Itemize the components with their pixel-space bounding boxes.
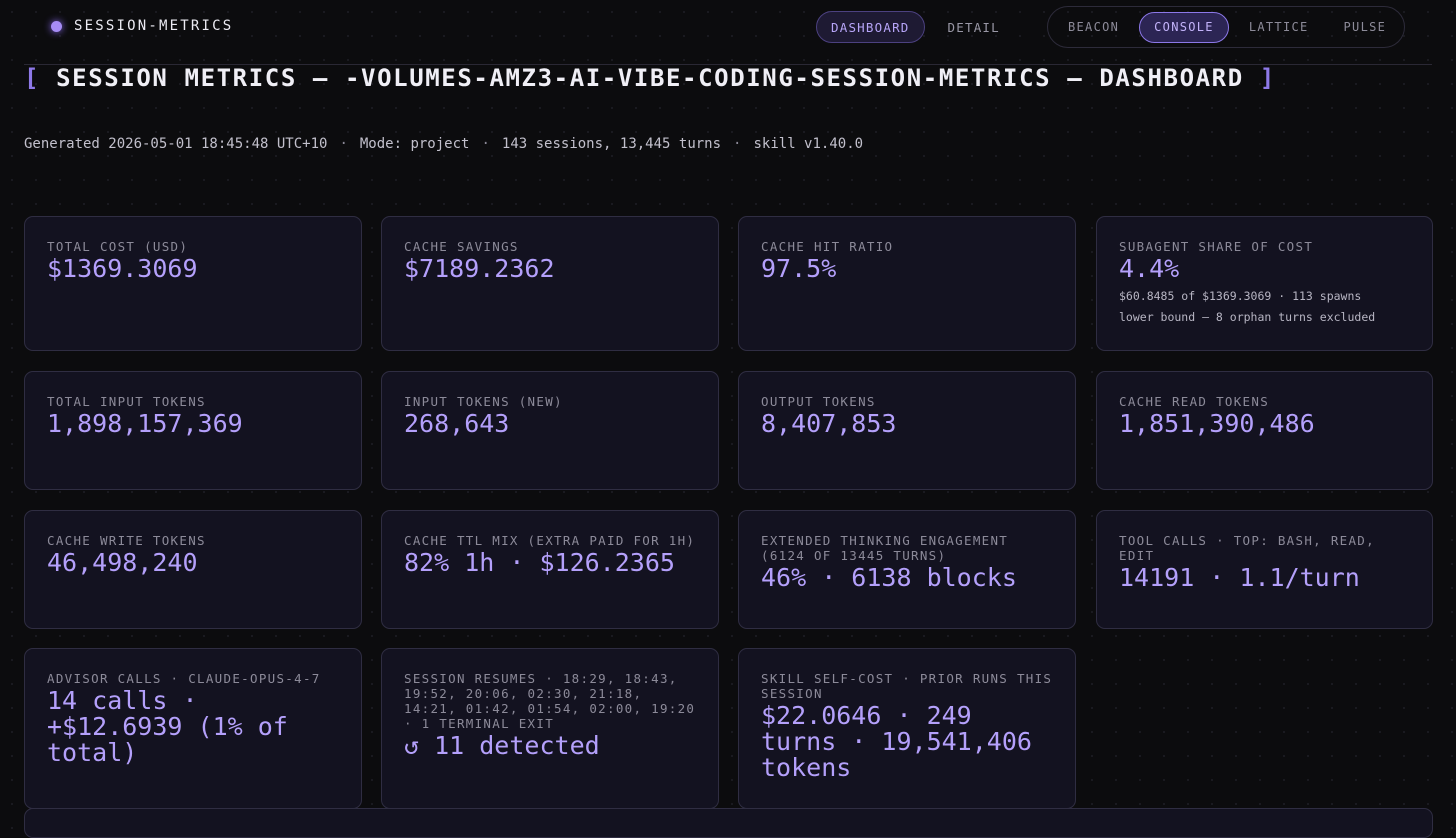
metric-label: SESSION RESUMES · 18:29, 18:43, 19:52, 2… <box>404 671 696 731</box>
theme-switcher: BEACON CONSOLE LATTICE PULSE <box>1047 6 1405 48</box>
metric-card-total-cost: TOTAL COST (USD) $1369.3069 <box>24 216 362 351</box>
metric-card-cache-savings: CACHE SAVINGS $7189.2362 <box>381 216 719 351</box>
metric-label: TOOL CALLS · TOP: BASH, READ, EDIT <box>1119 533 1375 563</box>
next-section-card <box>24 808 1433 838</box>
metric-label: TOTAL COST (USD) <box>47 239 189 254</box>
metric-value: $1369.3069 <box>47 254 198 283</box>
metric-card-output-tokens: OUTPUT TOKENS 8,407,853 <box>738 371 1076 490</box>
title-text: SESSION METRICS — -VOLUMES-AMZ3-AI-VIBE-… <box>56 64 1244 92</box>
meta-separator: · <box>733 136 742 152</box>
meta-counts: 143 sessions, 13,445 turns <box>501 136 722 152</box>
meta-separator: · <box>481 136 490 152</box>
metric-label: CACHE SAVINGS <box>404 239 519 254</box>
metric-label: CACHE READ TOKENS <box>1119 394 1270 409</box>
metric-label: OUTPUT TOKENS <box>761 394 876 409</box>
brand: SESSION-METRICS <box>51 18 233 34</box>
metric-label: TOTAL INPUT TOKENS <box>47 394 206 409</box>
brand-dot-icon <box>51 20 62 32</box>
metric-card-total-input-tokens: TOTAL INPUT TOKENS 1,898,157,369 <box>24 371 362 490</box>
metric-value: 8,407,853 <box>761 409 897 438</box>
metric-card-cache-read-tokens: CACHE READ TOKENS 1,851,390,486 <box>1096 371 1433 490</box>
title-open-bracket: [ <box>24 64 41 92</box>
metric-label: CACHE WRITE TOKENS <box>47 533 206 548</box>
metric-card-skill-self-cost: SKILL SELF-COST · PRIOR RUNS THIS SESSIO… <box>738 648 1076 809</box>
metric-card-tool-calls: TOOL CALLS · TOP: BASH, READ, EDIT 14191… <box>1096 510 1433 629</box>
top-bar: SESSION-METRICS DASHBOARD DETAIL BEACON … <box>0 0 1456 54</box>
meta-skill-version: skill v1.40.0 <box>753 136 864 152</box>
metric-value: 82% 1h · $126.2365 <box>404 548 675 577</box>
tab-dashboard[interactable]: DASHBOARD <box>816 11 925 43</box>
metric-card-session-resumes: SESSION RESUMES · 18:29, 18:43, 19:52, 2… <box>381 648 719 809</box>
theme-lattice-button[interactable]: LATTICE <box>1248 19 1309 34</box>
metric-value: 1,898,157,369 <box>47 409 243 438</box>
metric-label: CACHE HIT RATIO <box>761 239 894 254</box>
metric-value: 4.4% <box>1119 254 1180 283</box>
meta-generated: Generated 2026-05-01 18:45:48 UTC+10 <box>24 136 328 152</box>
metric-label: CACHE TTL MIX (EXTRA PAID FOR 1H) <box>404 533 696 548</box>
metric-card-extended-thinking: EXTENDED THINKING ENGAGEMENT (6124 OF 13… <box>738 510 1076 629</box>
metric-label: ADVISOR CALLS · CLAUDE-OPUS-4-7 <box>47 671 321 686</box>
view-tabs: DASHBOARD DETAIL <box>816 11 1015 43</box>
metric-card-cache-write-tokens: CACHE WRITE TOKENS 46,498,240 <box>24 510 362 629</box>
metric-value: ↺ 11 detected <box>404 731 600 760</box>
metric-value: $7189.2362 <box>404 254 555 283</box>
meta-separator: · <box>339 136 348 152</box>
metric-label: SKILL SELF-COST · PRIOR RUNS THIS SESSIO… <box>761 671 1053 701</box>
metric-value: 46% · 6138 blocks <box>761 563 1017 592</box>
metric-card-input-tokens-new: INPUT TOKENS (NEW) 268,643 <box>381 371 719 490</box>
tab-detail[interactable]: DETAIL <box>947 20 1000 35</box>
theme-console-button[interactable]: CONSOLE <box>1139 11 1229 43</box>
title-close-bracket: ] <box>1259 64 1276 92</box>
metric-value: 97.5% <box>761 254 837 283</box>
metric-value: 1,851,390,486 <box>1119 409 1315 438</box>
theme-beacon-button[interactable]: BEACON <box>1068 19 1120 34</box>
metric-card-subagent-share: SUBAGENT SHARE OF COST 4.4% $60.8485 of … <box>1096 216 1433 351</box>
metric-value: 46,498,240 <box>47 548 198 577</box>
metric-card-advisor-calls: ADVISOR CALLS · CLAUDE-OPUS-4-7 14 calls… <box>24 648 362 809</box>
metric-subtext: $60.8485 of $1369.3069 · 113 spawns lowe… <box>1119 286 1410 328</box>
theme-pulse-button[interactable]: PULSE <box>1343 19 1387 34</box>
report-meta: Generated 2026-05-01 18:45:48 UTC+10 · Mod… <box>24 136 863 152</box>
metric-card-cache-ttl-mix: CACHE TTL MIX (EXTRA PAID FOR 1H) 82% 1h… <box>381 510 719 629</box>
metric-value: 268,643 <box>404 409 510 438</box>
meta-mode: Mode: project <box>359 136 470 152</box>
metric-label: EXTENDED THINKING ENGAGEMENT (6124 OF 13… <box>761 533 1009 563</box>
header-divider <box>24 64 1432 65</box>
page-title: [ SESSION METRICS — -VOLUMES-AMZ3-AI-VIB… <box>24 64 1276 92</box>
metric-value: 14191 · 1.1/turn <box>1119 563 1360 592</box>
metric-card-cache-hit-ratio: CACHE HIT RATIO 97.5% <box>738 216 1076 351</box>
metric-value: $22.0646 · 249 turns · 19,541,406 tokens <box>761 701 1032 782</box>
subagent-cost-detail: $60.8485 of $1369.3069 · 113 spawns <box>1119 289 1362 303</box>
metric-label: SUBAGENT SHARE OF COST <box>1119 239 1314 254</box>
metric-value: 14 calls · +$12.6939 (1% of total) <box>47 686 288 767</box>
brand-name: SESSION-METRICS <box>74 18 234 34</box>
metric-label: INPUT TOKENS (NEW) <box>404 394 563 409</box>
subagent-lower-bound-note: lower bound — 8 orphan turns excluded <box>1119 310 1376 324</box>
